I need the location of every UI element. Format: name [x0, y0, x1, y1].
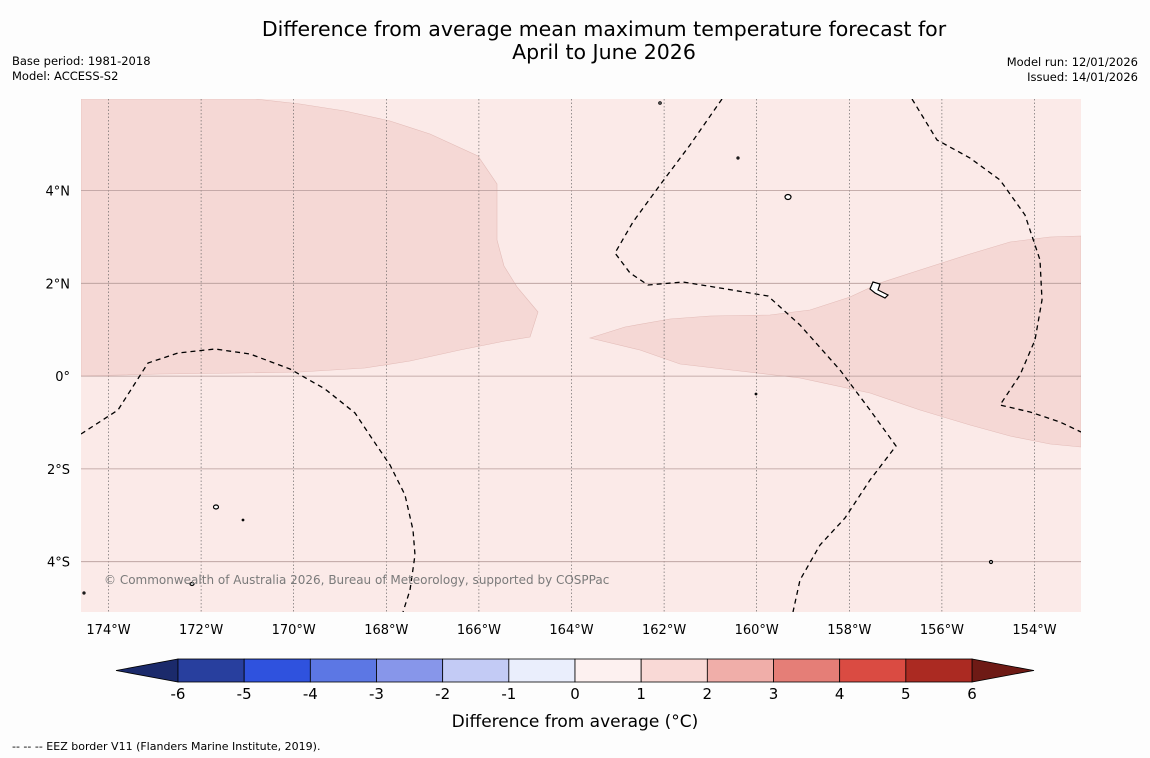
- island: [754, 392, 758, 396]
- colorbar-segment: [839, 658, 907, 683]
- colorbar-tick-label: -5: [237, 685, 252, 703]
- colorbar-segment: [442, 658, 510, 683]
- anomaly-region-east: [588, 235, 1081, 448]
- colorbar-tick-label: 2: [703, 685, 713, 703]
- meta-right: Model run: 12/01/2026 Issued: 14/01/2026: [1007, 55, 1138, 85]
- colorbar: -6 -5 -4 -3 -2 -1 0 1 2 3 4 5 6 Difference from aver…: [115, 658, 1035, 732]
- colorbar-low-extend: [115, 658, 179, 683]
- model-run: Model run: 12/01/2026: [1006, 55, 1138, 69]
- island: [784, 193, 792, 201]
- copyright-notice: © Commonwealth of Australia 2026, Bureau…: [104, 573, 609, 587]
- meta-left: Base period: 1981-2018 Model: ACCESS-S2: [12, 54, 151, 84]
- colorbar-tick-label: -1: [501, 685, 516, 703]
- latitude-label: 0°: [55, 370, 70, 385]
- eez-border-east: [911, 99, 1081, 433]
- island: [189, 581, 195, 587]
- island: [212, 504, 220, 510]
- colorbar-segment: [376, 658, 444, 683]
- base-period: Base period: 1981-2018: [12, 54, 151, 68]
- longitude-label: 160°W: [735, 623, 779, 638]
- longitude-labels: 174°W 172°W 170°W 168°W 166°W 164°W 162°W 160°W…: [86, 623, 1056, 638]
- colorbar-segment: [574, 658, 642, 683]
- anomaly-region-north-west: [81, 99, 539, 377]
- colorbar-tick-label: 1: [636, 685, 646, 703]
- island: [241, 518, 245, 522]
- longitude-label: 172°W: [179, 623, 223, 638]
- colorbar-segment: [508, 658, 576, 683]
- colorbar-tick-labels: -6 -5 -4 -3 -2 -1 0 1 2 3 4 5 6: [171, 685, 977, 703]
- colorbar-title: Difference from average (°C): [452, 712, 699, 732]
- gridlines: [81, 99, 1081, 612]
- model-name: Model: ACCESS-S2: [12, 69, 119, 83]
- map-title: Difference from average mean maximum tem…: [0, 18, 1150, 64]
- longitude-label: 166°W: [457, 623, 501, 638]
- eez-border-west: [81, 348, 416, 612]
- eez-border-central: [614, 99, 897, 612]
- title-line-2: April to June 2026: [512, 40, 696, 64]
- island: [658, 101, 662, 105]
- colorbar-tick-label: -3: [369, 685, 384, 703]
- eez-footnote: -- -- -- EEZ border V11 (Flanders Marine…: [12, 740, 321, 753]
- latitude-label: 2°N: [46, 277, 71, 292]
- colorbar-high-extend: [971, 658, 1035, 683]
- colorbar-tick-label: 5: [901, 685, 911, 703]
- island: [82, 591, 86, 595]
- island: [988, 559, 994, 565]
- longitude-label: 158°W: [827, 623, 871, 638]
- colorbar-segment: [309, 658, 377, 683]
- longitude-label: 174°W: [86, 623, 130, 638]
- colorbar-segment: [177, 658, 245, 683]
- map-area[interactable]: © Commonwealth of Australia 2026, Bureau…: [81, 99, 1081, 612]
- colorbar-tick-label: -6: [171, 685, 186, 703]
- colorbar-tick-label: -4: [303, 685, 318, 703]
- latitude-label: 4°S: [47, 556, 70, 571]
- colorbar-segment: [706, 658, 774, 683]
- latitude-label: 4°N: [46, 185, 71, 200]
- colorbar-tick-label: 0: [570, 685, 580, 703]
- longitude-label: 162°W: [642, 623, 686, 638]
- colorbar-tick-label: 3: [769, 685, 779, 703]
- colorbar-segment: [773, 658, 841, 683]
- colorbar-segment: [640, 658, 708, 683]
- island-kiritimati: [869, 281, 890, 299]
- islands: [82, 101, 994, 595]
- longitude-label: 156°W: [920, 623, 964, 638]
- longitude-label: 170°W: [272, 623, 316, 638]
- island: [736, 156, 740, 160]
- longitude-label: 154°W: [1012, 623, 1056, 638]
- colorbar-segment: [243, 658, 311, 683]
- latitude-labels: 4°N 2°N 0° 2°S 4°S: [46, 185, 71, 571]
- colorbar-tick-label: 6: [967, 685, 977, 703]
- issued-date: Issued: 14/01/2026: [1027, 70, 1138, 84]
- longitude-label: 168°W: [364, 623, 408, 638]
- colorbar-segments: [177, 658, 973, 683]
- colorbar-segment: [905, 658, 973, 683]
- title-line-1: Difference from average mean maximum tem…: [261, 17, 947, 41]
- colorbar-tick-label: -2: [435, 685, 450, 703]
- colorbar-tick-label: 4: [835, 685, 845, 703]
- eez-borders: [81, 99, 1081, 612]
- longitude-label: 164°W: [549, 623, 593, 638]
- latitude-label: 2°S: [47, 463, 70, 478]
